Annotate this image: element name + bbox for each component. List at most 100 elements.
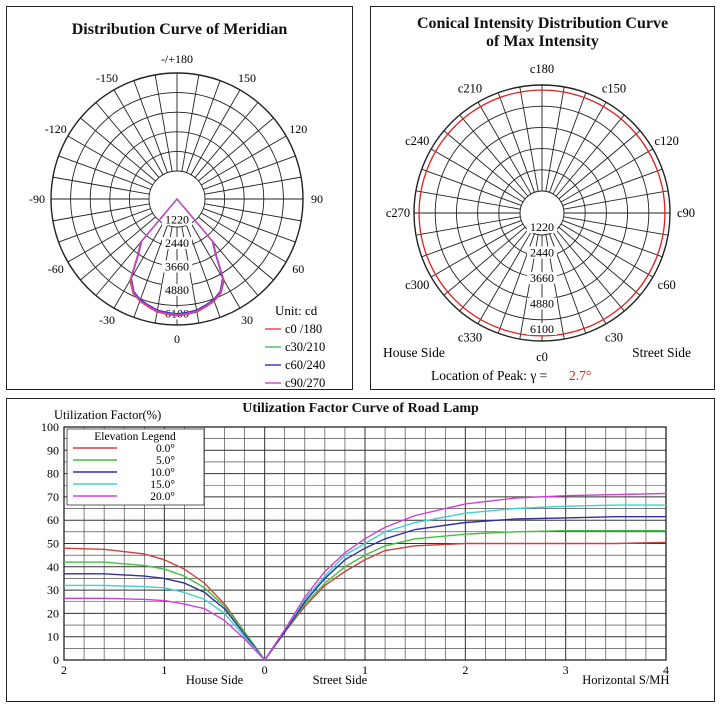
- meridian-grid-spoke: [186, 225, 221, 318]
- conical-grid-spoke: [443, 226, 526, 296]
- uf-series-2: [64, 516, 666, 662]
- conical-grid-spoke: [421, 220, 522, 258]
- meridian-grid-spoke: [67, 135, 153, 186]
- conical-grid-spoke: [477, 101, 532, 195]
- meridian-angle-label: -60: [48, 262, 64, 276]
- conical-angle-label: c120: [655, 134, 679, 148]
- uf-ytick-label: 90: [47, 443, 59, 457]
- conical-radial-label: 1220: [530, 220, 554, 234]
- meridian-angle-label: -120: [45, 122, 67, 136]
- uf-xlabel: Horizontal S/MH: [582, 673, 669, 687]
- meridian-legend-label: c60/240: [285, 358, 325, 372]
- conical-grid-spoke: [477, 231, 532, 325]
- uf-ytick-label: 40: [47, 560, 59, 574]
- meridian-grid-spoke: [198, 117, 274, 182]
- meridian-grid-spoke: [203, 208, 296, 243]
- meridian-angle-label: 30: [241, 313, 253, 327]
- uf-xtick-label: 1: [161, 663, 167, 677]
- conical-grid-spoke: [430, 223, 524, 278]
- meridian-series-3: [130, 197, 224, 316]
- conical-angle-label: c150: [602, 81, 626, 95]
- meridian-radial-label-bg: [162, 213, 192, 226]
- meridian-unit-label: Unit: cd: [275, 303, 318, 318]
- conical-chart-title: Conical Intensity Distribution Curve of …: [416, 15, 669, 50]
- conical-grid-spoke: [558, 226, 641, 296]
- meridian-radial-label: 2440: [165, 236, 189, 250]
- conical-grid-spoke: [415, 190, 521, 210]
- uf-xtick-label: 2: [61, 663, 67, 677]
- uf-ytick-label: 30: [47, 583, 59, 597]
- meridian-angle-label: 120: [289, 122, 307, 136]
- conical-grid-spoke: [563, 216, 669, 236]
- meridian-grid-spoke: [58, 208, 151, 243]
- meridian-grid-spoke: [204, 176, 302, 195]
- uf-series-4: [64, 492, 667, 662]
- meridian-legend-label: c90/270: [285, 376, 325, 390]
- conical-angle-label: c180: [530, 62, 554, 76]
- meridian-grid-spoke: [52, 203, 150, 222]
- meridian-grid-spoke: [194, 102, 259, 178]
- meridian-polar-chart: -/+180 150 -150 120 -120 90 -90 60 -60 30 -30 0 1220…: [29, 52, 325, 390]
- meridian-radial-label-bg: [162, 237, 192, 249]
- conical-grid-spoke: [555, 229, 625, 312]
- conical-angle-label: c240: [405, 134, 429, 148]
- uf-ytick-label: 10: [47, 630, 59, 644]
- uf-series-1: [64, 530, 666, 662]
- conical-grid-spoke: [421, 168, 522, 206]
- conical-radial-label-bg: [527, 272, 557, 284]
- meridian-grid-spoke: [198, 216, 274, 281]
- meridian-series-0: [129, 197, 225, 317]
- uf-ytick-label: 70: [47, 490, 59, 504]
- meridian-grid-spoke: [186, 80, 221, 173]
- conical-radial-label-bg: [527, 246, 557, 259]
- meridian-grid-spoke: [58, 155, 151, 190]
- meridian-radial-label: 4880: [165, 283, 189, 297]
- uf-street-side-label: Street Side: [313, 673, 368, 687]
- uf-legend-title: Elevation Legend: [94, 431, 176, 443]
- uf-xtick-label: 3: [563, 663, 569, 677]
- conical-radial-label: 3660: [530, 271, 554, 285]
- conical-grid-spoke: [497, 92, 535, 193]
- uf-legend-label: 5.0°: [156, 455, 175, 467]
- conical-house-side-label: House Side: [383, 345, 445, 360]
- uf-ytick-label: 100: [41, 420, 59, 434]
- conical-grid-spoke: [549, 92, 587, 193]
- uf-legend-label: 0.0°: [156, 443, 175, 455]
- uf-ytick-label: 60: [47, 513, 59, 527]
- conical-radial-label-bg: [527, 297, 557, 310]
- conical-angle-label: c60: [658, 278, 676, 292]
- conical-angle-label: c330: [458, 331, 482, 345]
- uf-series-0: [63, 541, 667, 662]
- conical-grid-spoke: [558, 130, 641, 200]
- meridian-angle-label: 0: [174, 332, 180, 346]
- conical-angle-label: c0: [536, 350, 548, 364]
- conical-grid-spoke: [459, 229, 529, 312]
- conical-angle-label: c270: [386, 206, 410, 220]
- conical-peak-value: 2.7°: [569, 368, 591, 383]
- conical-grid-spoke: [555, 114, 625, 197]
- meridian-radial-label: 3660: [165, 260, 189, 274]
- conical-grid-spoke: [552, 231, 607, 325]
- conical-grid-spoke: [562, 168, 663, 206]
- conical-grid-spoke: [560, 148, 654, 203]
- utilization-chart-panel: Utilization Factor Curve of Road Lamp 0 1…: [6, 398, 715, 702]
- conical-chart-panel: Conical Intensity Distribution Curve of …: [370, 6, 715, 390]
- meridian-chart-title: Distribution Curve of Meridian: [71, 21, 288, 38]
- meridian-radial-label-bg: [162, 284, 192, 296]
- meridian-grid-spoke: [80, 117, 156, 182]
- meridian-angle-label: 90: [311, 192, 323, 206]
- meridian-angle-label: -/+180: [161, 52, 193, 66]
- meridian-grid-spoke: [201, 212, 287, 263]
- conical-grid-spoke: [545, 86, 565, 192]
- uf-ytick-label: 20: [47, 606, 59, 620]
- meridian-radial-label: 1220: [165, 213, 189, 227]
- conical-grid-spoke: [562, 220, 663, 258]
- conical-radial-label-bg: [527, 221, 557, 233]
- meridian-grid-spoke: [52, 176, 150, 195]
- conical-angle-label: c90: [677, 206, 695, 220]
- uf-legend-label: 15.0°: [150, 479, 175, 491]
- conical-radial-label: 6100: [530, 322, 554, 336]
- meridian-angle-label: 150: [238, 71, 256, 85]
- uf-xtick-label: 0: [262, 663, 268, 677]
- uf-ytick-label: 50: [47, 537, 59, 551]
